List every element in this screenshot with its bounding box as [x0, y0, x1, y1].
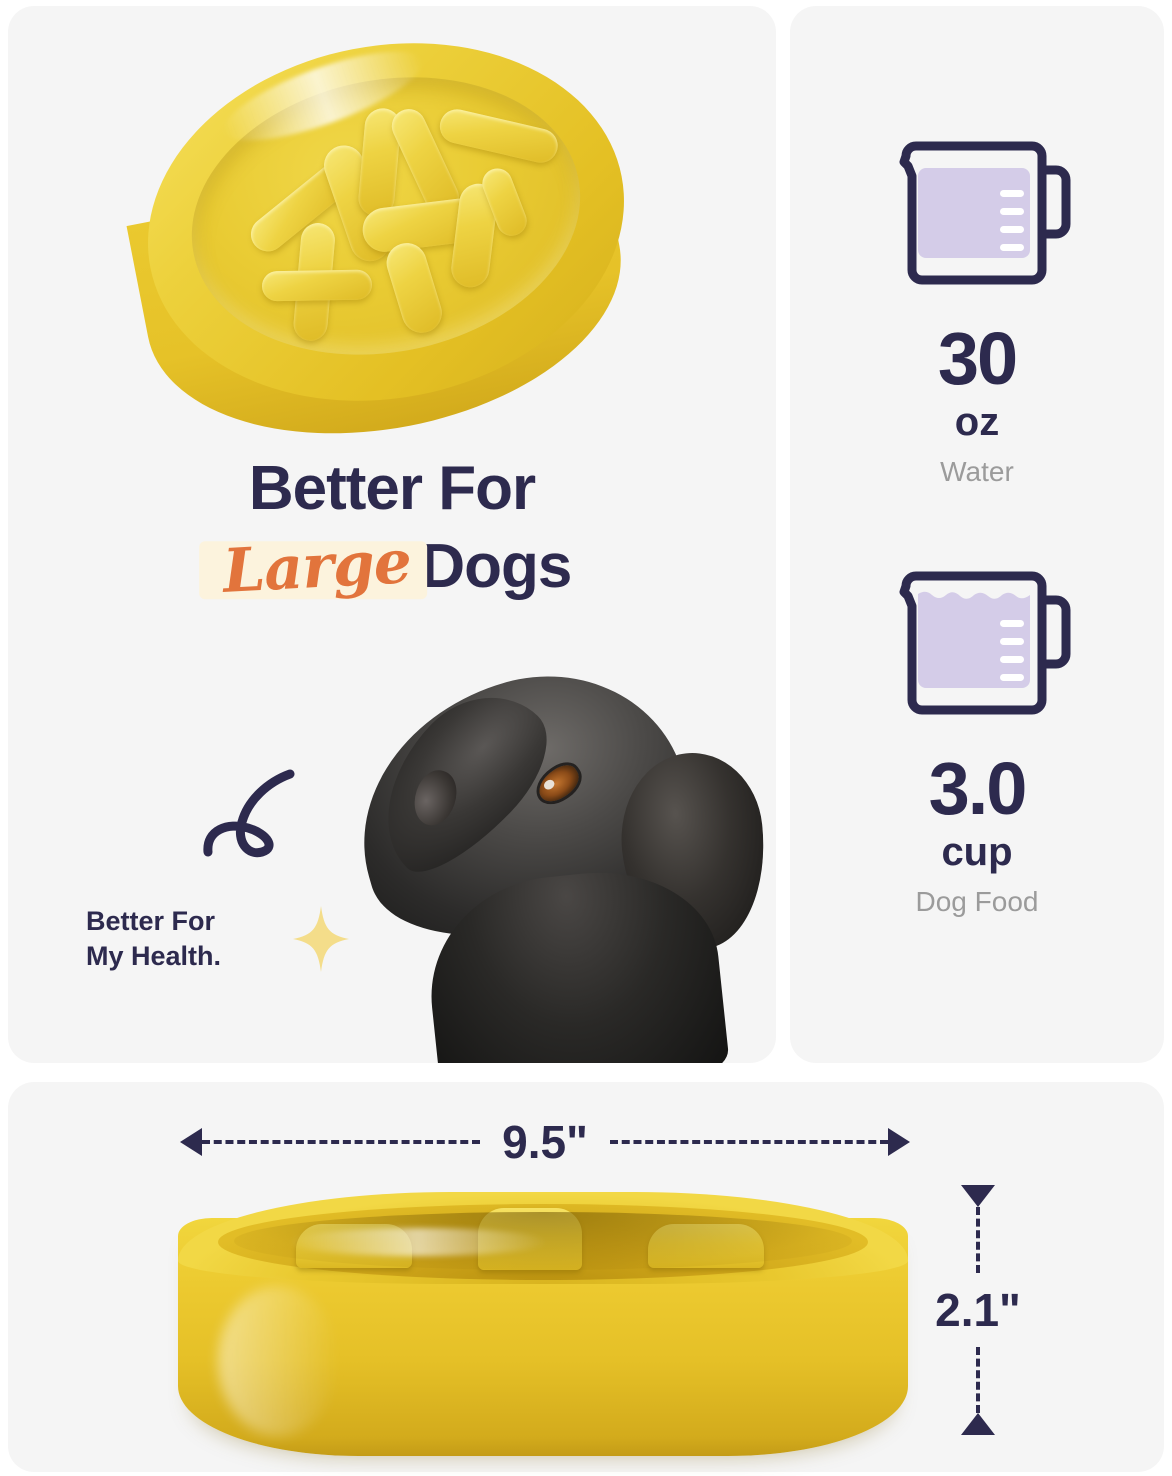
- bowl-highlight-left: [218, 1286, 338, 1436]
- dimension-dash-bottom: [976, 1347, 980, 1413]
- measuring-cup-filled-icon: [899, 571, 1071, 715]
- metric-water: 30 oz Water: [790, 124, 1164, 486]
- headline-line-1: Better For: [248, 454, 536, 523]
- sparkle-icon: [293, 906, 349, 972]
- bowl-ridge: [261, 269, 373, 302]
- headline-highlight-large: Large: [211, 527, 422, 607]
- measurements-card: 30 oz Water 3.0 cup Dog Food: [790, 6, 1164, 1063]
- dimension-dash-top: [976, 1207, 980, 1273]
- dimension-dash-left: [202, 1140, 481, 1144]
- dog-nose: [407, 765, 464, 831]
- arrow-left-icon: [180, 1128, 202, 1156]
- dog-photo: [326, 661, 776, 1063]
- headline: Better For Large Dogs: [8, 454, 776, 607]
- measuring-cup-icon: [899, 141, 1071, 285]
- health-callout-text: Better For My Health.: [86, 906, 222, 972]
- product-feature-card: Better For Large Dogs Better For My Healt…: [8, 6, 776, 1063]
- metric-water-label: Water: [940, 456, 1014, 487]
- arrow-up-icon: [961, 1413, 995, 1435]
- metric-water-unit: oz: [954, 400, 1000, 444]
- headline-line-2: Large Dogs: [8, 527, 776, 607]
- arrow-right-icon: [888, 1128, 911, 1156]
- metric-water-value: 30: [937, 317, 1018, 400]
- bowl-highlight: [288, 1228, 548, 1256]
- dog-muzzle: [347, 666, 572, 893]
- angled-bowl-image: [116, 6, 656, 472]
- headline-line-2-rest: Dogs: [420, 532, 572, 601]
- metric-food-value: 3.0: [928, 747, 1028, 830]
- side-bowl-image: [178, 1190, 908, 1466]
- bowl-ridge: [381, 238, 447, 338]
- metric-dog-food: 3.0 cup Dog Food: [790, 554, 1164, 916]
- arrow-down-icon: [961, 1185, 995, 1207]
- dimension-dash-right: [609, 1140, 889, 1144]
- width-dimension: 9.5": [180, 1115, 911, 1169]
- metric-food-unit: cup: [941, 830, 1013, 874]
- width-dimension-label: 9.5": [502, 1116, 588, 1168]
- metric-food-label: Dog Food: [915, 886, 1039, 917]
- height-dimension-label: 2.1": [935, 1284, 1021, 1336]
- height-dimension: 2.1": [918, 1185, 1038, 1435]
- swirl-doodle-icon: [203, 769, 295, 858]
